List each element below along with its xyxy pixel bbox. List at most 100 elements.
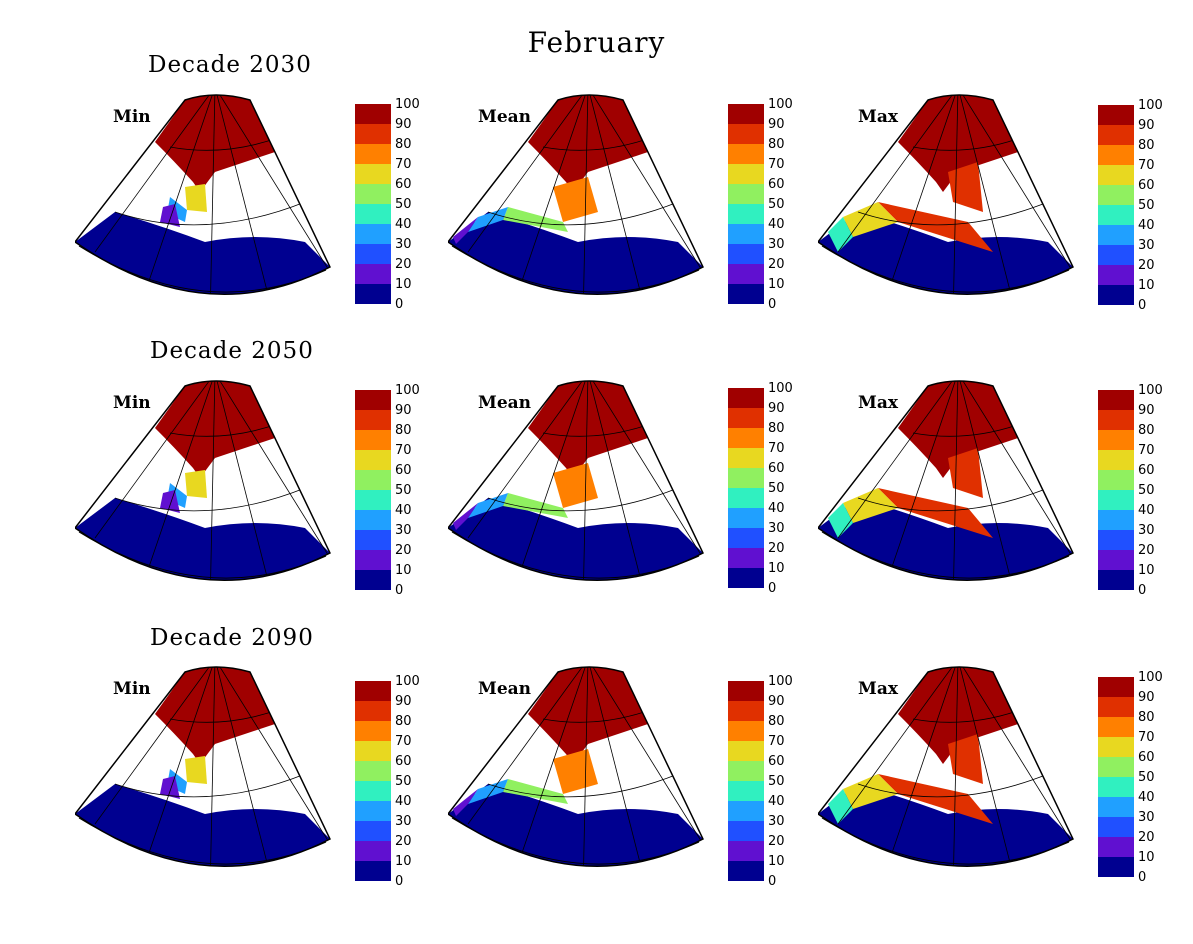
panel-label: Max xyxy=(858,393,898,413)
colorbar-tick-label: 30 xyxy=(395,237,412,252)
colorbar-tick-label: 80 xyxy=(395,423,412,438)
colorbar-tick-label: 20 xyxy=(1138,830,1155,845)
colorbar-segment xyxy=(728,741,764,761)
colorbar xyxy=(728,104,764,304)
colorbar-segment xyxy=(355,761,391,781)
colorbar-tick-label: 40 xyxy=(768,217,785,232)
colorbar-tick-label: 90 xyxy=(395,694,412,709)
colorbar-segment xyxy=(355,781,391,801)
colorbar xyxy=(355,104,391,304)
colorbar-segment xyxy=(355,224,391,244)
colorbar-tick-label: 40 xyxy=(395,503,412,518)
colorbar-tick-label: 50 xyxy=(768,481,785,496)
colorbar-tick-label: 90 xyxy=(768,401,785,416)
colorbar-tick-label: 70 xyxy=(395,734,412,749)
colorbar-segment xyxy=(1098,857,1134,877)
colorbar-tick-label: 0 xyxy=(1138,870,1147,885)
colorbar-tick-label: 10 xyxy=(768,561,785,576)
colorbar-segment xyxy=(728,448,764,468)
colorbar-segment xyxy=(1098,570,1134,590)
colorbar-segment xyxy=(728,821,764,841)
colorbar-tick-label: 90 xyxy=(1138,690,1155,705)
colorbar-segment xyxy=(1098,165,1134,185)
colorbar-tick-label: 40 xyxy=(1138,503,1155,518)
colorbar-segment xyxy=(1098,285,1134,305)
colorbar-segment xyxy=(1098,470,1134,490)
colorbar-segment xyxy=(355,264,391,284)
colorbar-tick-label: 10 xyxy=(395,277,412,292)
colorbar-tick-label: 50 xyxy=(1138,483,1155,498)
colorbar-tick-label: 10 xyxy=(395,563,412,578)
colorbar-segment xyxy=(728,428,764,448)
colorbar-tick-label: 50 xyxy=(1138,770,1155,785)
colorbar-segment xyxy=(728,528,764,548)
colorbar-segment xyxy=(728,801,764,821)
colorbar-tick-label: 60 xyxy=(768,177,785,192)
colorbar-tick-label: 100 xyxy=(768,381,793,396)
colorbar-segment xyxy=(1098,265,1134,285)
colorbar-segment xyxy=(355,284,391,304)
colorbar-segment xyxy=(728,184,764,204)
colorbar-tick-label: 20 xyxy=(395,834,412,849)
colorbar-segment xyxy=(1098,677,1134,697)
map-panel-min: Min xyxy=(73,378,335,597)
colorbar-tick-label: 90 xyxy=(1138,118,1155,133)
colorbar-segment xyxy=(728,861,764,881)
colorbar-tick-label: 70 xyxy=(768,734,785,749)
colorbar-tick-label: 20 xyxy=(395,257,412,272)
colorbar-segment xyxy=(1098,430,1134,450)
colorbar-tick-label: 60 xyxy=(395,754,412,769)
colorbar-segment xyxy=(355,244,391,264)
colorbar-tick-label: 100 xyxy=(1138,670,1163,685)
colorbar-tick-label: 0 xyxy=(395,583,404,598)
colorbar-tick-label: 70 xyxy=(395,443,412,458)
colorbar-tick-label: 20 xyxy=(768,541,785,556)
colorbar-segment xyxy=(1098,697,1134,717)
colorbar-segment xyxy=(355,821,391,841)
colorbar-tick-label: 20 xyxy=(1138,258,1155,273)
colorbar-tick-label: 80 xyxy=(1138,138,1155,153)
colorbar-segment xyxy=(355,104,391,124)
colorbar-segment xyxy=(355,450,391,470)
colorbar-tick-label: 100 xyxy=(395,383,420,398)
colorbar-tick-label: 60 xyxy=(768,754,785,769)
colorbar-segment xyxy=(355,721,391,741)
colorbar-tick-label: 0 xyxy=(768,874,777,889)
colorbar-segment xyxy=(1098,757,1134,777)
colorbar-tick-label: 70 xyxy=(1138,443,1155,458)
colorbar-segment xyxy=(355,861,391,881)
colorbar-segment xyxy=(728,264,764,284)
colorbar-segment xyxy=(1098,390,1134,410)
colorbar-tick-label: 50 xyxy=(768,774,785,789)
colorbar-tick-label: 20 xyxy=(768,834,785,849)
colorbar-tick-label: 80 xyxy=(1138,710,1155,725)
colorbar-tick-label: 50 xyxy=(768,197,785,212)
colorbar-segment xyxy=(728,284,764,304)
colorbar-tick-label: 30 xyxy=(768,521,785,536)
colorbar-segment xyxy=(1098,797,1134,817)
figure-title: February xyxy=(527,26,666,59)
decade-label: Decade 2090 xyxy=(150,625,314,651)
colorbar-tick-label: 0 xyxy=(395,297,404,312)
colorbar-segment xyxy=(728,781,764,801)
colorbar-tick-label: 0 xyxy=(768,297,777,312)
colorbar-segment xyxy=(728,701,764,721)
colorbar-segment xyxy=(1098,737,1134,757)
colorbar-segment xyxy=(355,164,391,184)
colorbar-tick-label: 50 xyxy=(395,483,412,498)
colorbar-segment xyxy=(728,488,764,508)
colorbar-segment xyxy=(728,388,764,408)
map-panel-min: Min xyxy=(73,92,335,311)
map-panel-max: Max xyxy=(816,92,1078,311)
map-panel-mean: Mean xyxy=(446,92,708,311)
colorbar-tick-label: 10 xyxy=(768,854,785,869)
map-panel-max: Max xyxy=(816,378,1078,597)
colorbar-tick-label: 30 xyxy=(768,814,785,829)
panel-label: Mean xyxy=(478,107,532,127)
colorbar-segment xyxy=(728,408,764,428)
map-panel-max: Max xyxy=(816,664,1078,883)
colorbar-segment xyxy=(1098,410,1134,430)
colorbar-tick-label: 60 xyxy=(395,463,412,478)
colorbar-tick-label: 30 xyxy=(395,814,412,829)
colorbar-tick-label: 0 xyxy=(1138,583,1147,598)
